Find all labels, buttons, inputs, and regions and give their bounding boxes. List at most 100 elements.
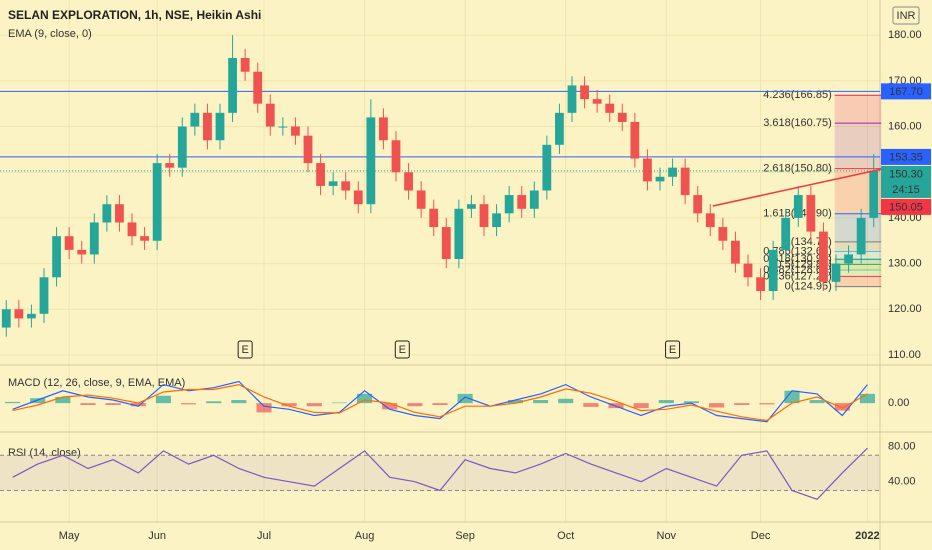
candle-body <box>328 181 338 186</box>
candle-body <box>303 135 313 164</box>
macd-histogram-bar <box>734 403 750 405</box>
event-marker <box>237 340 253 359</box>
candle-body <box>265 103 275 127</box>
fib-label: 0.5(129.80) <box>775 258 831 270</box>
candle-body <box>630 121 640 159</box>
rsi-line <box>12 447 868 500</box>
candle-body <box>617 112 627 122</box>
candle-body <box>14 309 24 319</box>
candle-body <box>819 231 828 282</box>
candle-body <box>517 195 527 209</box>
candle-body <box>705 213 715 228</box>
fib-zone <box>834 276 882 287</box>
candle-body <box>605 103 615 113</box>
macd-histogram-bar <box>306 403 322 407</box>
candle-body <box>77 249 87 255</box>
macd-histogram-bar <box>130 403 146 407</box>
candle-body <box>643 158 652 182</box>
candle-body <box>731 240 740 264</box>
y-tick-label: 180.00 <box>888 29 922 41</box>
candle-body <box>52 236 61 278</box>
candle-body <box>781 217 791 250</box>
currency-box <box>892 6 920 25</box>
candle-body <box>529 190 539 209</box>
chart-title: SELAN EXPLORATION, 1h, NSE, Heikin Ashi <box>8 8 261 22</box>
candle-body <box>203 112 212 141</box>
macd-histogram-bar <box>784 390 800 404</box>
candle-body <box>190 112 200 127</box>
candle-body <box>580 85 589 100</box>
candle-body <box>693 195 703 214</box>
candle-body <box>567 85 577 113</box>
candle-body <box>743 263 753 278</box>
candle-body <box>793 195 803 218</box>
candle-body <box>655 176 665 182</box>
event-label: E <box>241 344 248 356</box>
fib-label: 0.382(128.60) <box>763 264 832 276</box>
macd-histogram-bar <box>809 400 825 404</box>
candle-body <box>768 249 778 291</box>
fib-label: 0.618(130.95) <box>763 253 832 265</box>
macd-histogram-bar <box>231 400 247 404</box>
trendline <box>712 167 887 207</box>
candle-body <box>140 236 149 241</box>
candle-body <box>542 144 552 191</box>
macd-label: MACD (12, 26, close, 9, EMA, EMA) <box>8 377 185 389</box>
candle-body <box>592 99 602 104</box>
macd-histogram-bar <box>281 403 297 407</box>
candle-body <box>152 163 162 241</box>
price-label: 167.70 <box>889 86 923 98</box>
candle-body <box>177 126 187 168</box>
macd-histogram-bar <box>206 401 222 404</box>
candle-body <box>429 208 439 228</box>
price-label: 150.05 <box>889 201 923 213</box>
fib-label: 0.236(127.20) <box>763 270 832 282</box>
event-label: E <box>399 344 406 356</box>
candle-body <box>64 236 74 250</box>
candle-body <box>39 277 49 314</box>
macd-histogram-bar <box>181 403 197 405</box>
candle-body <box>479 204 489 228</box>
macd-histogram-bar <box>55 396 71 404</box>
macd-histogram-bar <box>759 403 775 405</box>
event-marker <box>394 340 410 359</box>
x-tick-label: Dec <box>751 530 771 542</box>
candle-body <box>240 58 250 72</box>
macd-histogram-bar <box>331 402 347 404</box>
macd-histogram-bar <box>256 403 272 413</box>
y-tick-label: 160.00 <box>888 120 922 132</box>
event-label: E <box>669 344 676 356</box>
fib-label: 0(124.95) <box>785 281 832 293</box>
fib-zone <box>834 95 882 124</box>
y-tick-label: 0.00 <box>888 397 909 409</box>
candle-body <box>555 112 564 145</box>
candle-body <box>215 112 225 141</box>
x-tick-label: Oct <box>557 530 574 542</box>
fib-zone <box>834 259 882 265</box>
candle-body <box>806 195 816 232</box>
fib-zone <box>834 123 882 169</box>
fib-zone <box>834 251 882 260</box>
candle-body <box>341 181 351 191</box>
macd-histogram-bar <box>583 403 599 407</box>
fib-label: 4.236(166.85) <box>763 89 832 101</box>
candle-body <box>756 277 765 291</box>
macd-histogram-bar <box>533 400 549 404</box>
candle-body <box>127 222 137 237</box>
candle-body <box>228 58 237 113</box>
price-label: 150.30 <box>889 168 923 180</box>
candle-body <box>379 117 388 141</box>
candle-body <box>441 227 451 260</box>
indicator-label: EMA (9, close, 0) <box>8 28 92 40</box>
candle-body <box>454 208 464 260</box>
macd-histogram-bar <box>407 403 423 407</box>
candle-body <box>1 309 11 328</box>
x-tick-label: Jul <box>257 530 271 542</box>
candle-body <box>492 213 501 228</box>
fib-zone <box>834 269 882 277</box>
macd-line <box>12 380 868 423</box>
macd-histogram-bar <box>558 398 574 404</box>
price-label-box <box>881 198 931 215</box>
candle-body <box>316 163 325 186</box>
macd-histogram-bar <box>5 401 21 404</box>
